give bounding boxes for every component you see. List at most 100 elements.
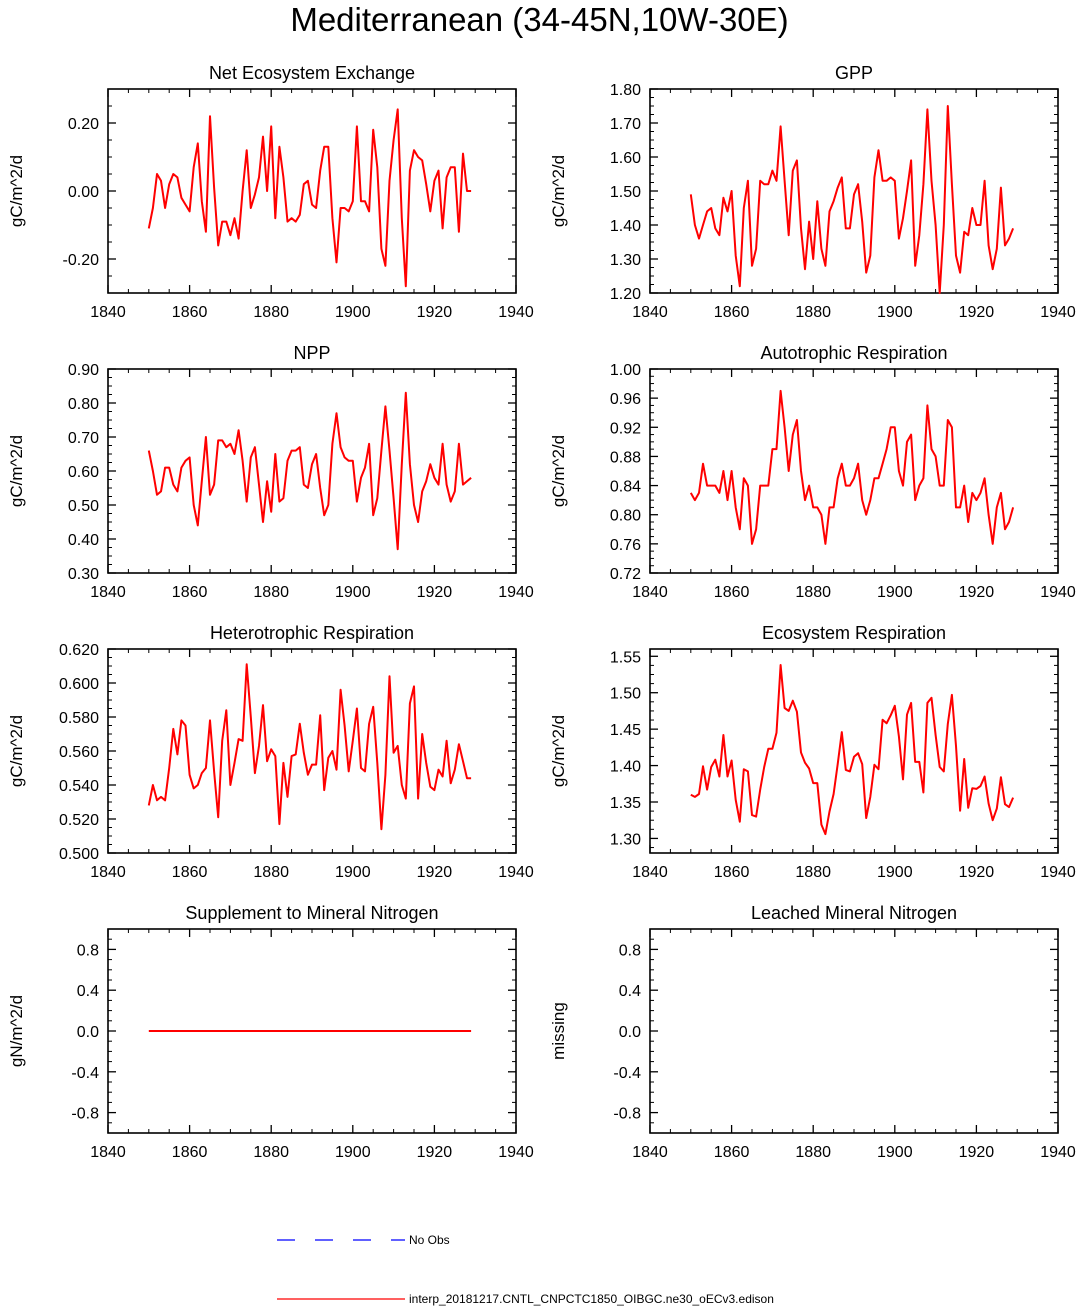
x-tick-label: 1840 [90,304,126,321]
x-tick-label: 1920 [417,304,453,321]
y-tick-label: 1.60 [610,150,641,167]
x-tick-label: 1840 [90,864,126,881]
chart-title: Supplement to Mineral Nitrogen [185,903,438,923]
x-tick-label: 1860 [714,304,750,321]
chart-panel-1: Net Ecosystem Exchange gC/m^2/d 1840 1860 18… [7,63,534,321]
y-tick-label: 0.8 [77,942,99,959]
y-tick-label: -0.8 [71,1106,99,1123]
series-line-model [690,664,1015,836]
x-tick-label: 1900 [335,864,371,881]
y-tick-label: 0.76 [610,537,641,554]
y-tick-label: 0.50 [68,498,99,515]
x-tick-label: 1880 [795,304,831,321]
y-tick-label: -0.4 [613,1065,641,1082]
y-tick-label: 0.84 [610,479,641,496]
y-tick-label: 0.70 [68,430,99,447]
x-tick-label: 1920 [417,864,453,881]
chart-title: Net Ecosystem Exchange [209,63,415,83]
y-tick-label: 0.600 [59,676,99,693]
series-line-model [689,105,1015,294]
x-tick-label: 1940 [1040,584,1076,601]
plot-frame [649,368,1059,574]
plot-frame [107,648,517,854]
y-tick-label: 1.30 [610,252,641,269]
chart-panel-8: Leached Mineral Nitrogen missing 1840 1860 1… [549,903,1076,1161]
y-tick-label: 0.88 [610,449,641,466]
x-tick-label: 1880 [795,864,831,881]
x-tick-label: 1920 [417,584,453,601]
y-tick-label: 0.520 [59,812,99,829]
y-tick-label: 1.55 [610,649,641,666]
y-tick-label: 0.580 [59,710,99,727]
chart-title: GPP [835,63,873,83]
x-tick-label: 1840 [632,1144,668,1161]
x-tick-label: 1920 [959,864,995,881]
y-tick-label: 1.50 [610,184,641,201]
chart-title: NPP [293,343,330,363]
x-tick-label: 1880 [253,584,289,601]
x-tick-label: 1920 [959,304,995,321]
plot-frame [649,648,1059,854]
y-tick-label: 0.40 [68,532,99,549]
y-tick-label: 0.560 [59,744,99,761]
x-tick-label: 1840 [90,1144,126,1161]
x-tick-label: 1900 [335,584,371,601]
x-tick-label: 1900 [877,864,913,881]
x-tick-label: 1840 [632,864,668,881]
y-tick-label: 0.4 [77,983,99,1000]
y-tick-label: 0.72 [610,566,641,583]
series-line-model [147,108,472,288]
y-tick-label: 0.80 [610,508,641,525]
x-tick-label: 1900 [877,584,913,601]
x-tick-label: 1880 [795,1144,831,1161]
y-axis-label: missing [549,1002,568,1060]
figure-title: Mediterranean (34-45N,10W-30E) [290,1,789,38]
chart-panel-7: Supplement to Mineral Nitrogen gN/m^2/d 18… [7,903,534,1161]
x-tick-label: 1940 [498,1144,534,1161]
x-tick-label: 1900 [877,304,913,321]
y-tick-label: 0.90 [68,362,99,379]
y-axis-label: gC/m^2/d [7,155,26,227]
x-tick-label: 1840 [90,584,126,601]
x-tick-label: 1840 [632,304,668,321]
y-tick-label: 1.20 [610,286,641,303]
x-tick-label: 1940 [498,864,534,881]
x-tick-label: 1920 [959,584,995,601]
x-tick-label: 1940 [1040,1144,1076,1161]
y-tick-label: 0.0 [619,1024,641,1041]
series-line-model [147,663,472,831]
series-line-model [689,389,1015,545]
y-tick-label: 1.70 [610,116,641,133]
y-tick-label: 1.40 [610,218,641,235]
x-tick-label: 1860 [172,304,208,321]
y-tick-label: 1.40 [610,759,641,776]
x-tick-label: 1940 [1040,864,1076,881]
y-tick-label: 0.96 [610,391,641,408]
x-tick-label: 1920 [959,1144,995,1161]
y-tick-label: 0.540 [59,778,99,795]
y-tick-label: 1.35 [610,795,641,812]
plot-frame [107,88,517,294]
series-line-model [147,391,472,551]
y-tick-label: -0.20 [63,252,100,269]
x-tick-label: 1860 [172,584,208,601]
x-tick-label: 1880 [253,864,289,881]
y-tick-label: 0.0 [77,1024,99,1041]
x-tick-label: 1880 [795,584,831,601]
x-tick-label: 1860 [714,1144,750,1161]
x-tick-label: 1860 [714,584,750,601]
plot-frame [649,928,1059,1134]
y-tick-label: 1.80 [610,82,641,99]
chart-title: Leached Mineral Nitrogen [751,903,957,923]
chart-panel-5: Heterotrophic Respiration gC/m^2/d 1840 186… [7,623,534,881]
chart-panel-2: GPP gC/m^2/d 1840 1860 1880 1900 1920 1940 1.20 1… [549,63,1076,321]
y-tick-label: -0.8 [613,1106,641,1123]
x-tick-label: 1940 [498,584,534,601]
x-tick-label: 1900 [877,1144,913,1161]
y-axis-label: gC/m^2/d [549,715,568,787]
y-axis-label: gC/m^2/d [7,435,26,507]
chart-panel-6: Ecosystem Respiration gC/m^2/d 1840 1860 188… [549,623,1076,881]
chart-panel-4: Autotrophic Respiration gC/m^2/d 1840 1860 1… [549,343,1076,601]
y-tick-label: 0.20 [68,116,99,133]
